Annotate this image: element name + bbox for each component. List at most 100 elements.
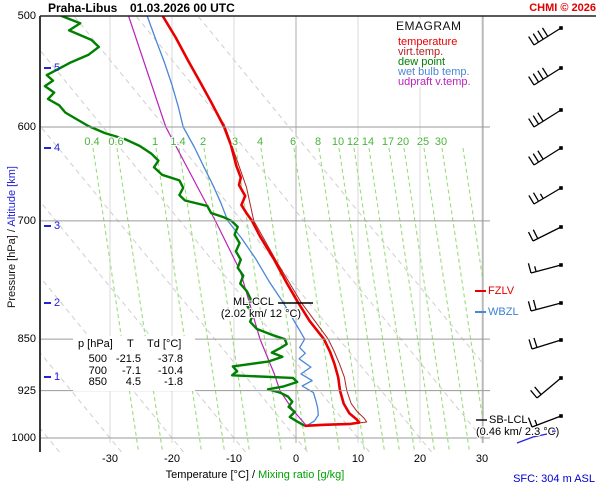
mixing-ratio-line: [92, 147, 140, 452]
sb-lcl-label: SB-LCL: [489, 414, 528, 426]
table-header-dewpoint: Td [°C]: [147, 338, 182, 350]
mixing-ratio-label-25: 25: [416, 136, 430, 148]
curve-virt-temp-: [162, 16, 368, 427]
altitude-tick-1: 1: [44, 371, 60, 383]
pressure-tick-925: 925: [17, 385, 36, 397]
legend-items: temperature virt.temp. dew point wet bulb t…: [378, 36, 471, 88]
altitude-tick-dash: [44, 376, 51, 378]
mixing-ratio-line: [353, 147, 401, 452]
row-pressure: 500: [88, 353, 107, 365]
plot-grid-and-curves: [40, 16, 483, 452]
mixing-ratio-label-30: 30: [434, 136, 448, 148]
mixing-ratio-line: [203, 147, 251, 452]
pressure-tick-600: 600: [17, 121, 36, 133]
mixing-ratio-label-12: 12: [346, 136, 360, 148]
dry-adiabat: [73, 16, 432, 452]
legend-item-virt-temp-: virt.temp.: [398, 46, 444, 58]
wind-barb: [527, 299, 563, 312]
altitude-tick-dash: [44, 225, 51, 227]
row-pressure: 700: [88, 364, 107, 377]
wind-barb: [527, 263, 563, 274]
altitude-tick-dash: [44, 302, 51, 304]
sounding-table: p [hPa] T Td [°C] 500 -21.5 -37.8 700 -7.1 -1…: [73, 336, 195, 391]
x-axis-title: Temperature [°C] / Mixing ratio [g/kg]: [165, 469, 345, 481]
curve-wet-bulb-temp-: [146, 16, 319, 426]
freezing-level-label: FZLV: [488, 285, 515, 297]
table-row: 850 4.5 -1.8: [77, 376, 191, 389]
altitude-tick-value: 3: [54, 220, 61, 232]
legend-item-temperature: temperature: [398, 36, 458, 48]
altitude-tick-value: 1: [54, 371, 61, 383]
dry-adiabat: [40, 351, 122, 452]
wind-barb: [528, 66, 563, 86]
mixing-ratio-label-17: 17: [381, 136, 395, 148]
mixing-ratio-label-6: 6: [289, 136, 297, 148]
wind-barb: [528, 26, 563, 46]
temp-tick-20: 20: [413, 453, 427, 465]
ml-ccl-value: (2.02 km/ 12 °C): [220, 308, 302, 320]
mixing-ratio-line: [462, 147, 483, 286]
ml-ccl-label: ML-CCL: [233, 296, 274, 308]
mixing-ratio-label-2: 2: [199, 136, 207, 148]
temp-tick-10: 10: [351, 453, 365, 465]
lcl-parcel-path: [516, 433, 548, 444]
x-axis-title-mixing: Mixing ratio [g/kg]: [258, 469, 345, 481]
altitude-tick-dash: [44, 67, 51, 69]
curve-dew-point: [43, 16, 305, 427]
mixing-ratio-line: [155, 147, 203, 452]
row-dewpoint: -1.8: [164, 376, 183, 388]
mixing-ratio-label-20: 20: [396, 136, 410, 148]
altitude-tick-5: 5: [44, 62, 60, 74]
temp-tick--20: -20: [164, 453, 180, 465]
table-header-temp: T: [127, 338, 134, 350]
mixing-ratio-line: [318, 147, 366, 452]
mixing-ratio-label-4: 4: [256, 136, 264, 148]
wet-bulb-zero-label: WBZL: [488, 306, 519, 318]
sounding-datetime: 01.03.2026 00 UTC: [130, 1, 235, 15]
wind-barb: [530, 376, 563, 399]
wind-barb: [528, 186, 563, 205]
lcl-point: [552, 430, 556, 434]
x-axis-title-temp: Temperature [°C]: [165, 469, 249, 481]
temp-tick-0: 0: [292, 453, 300, 465]
pressure-tick-850: 850: [17, 333, 36, 345]
mixing-ratio-line: [260, 147, 308, 452]
sounding-table-header: p [hPa] T Td [°C]: [77, 338, 191, 351]
dry-adiabat: [197, 16, 483, 365]
altitude-tick-value: 4: [54, 142, 61, 154]
mixing-ratio-label-1: 1: [151, 136, 159, 148]
mixing-ratio-label-1.4: 1.4: [170, 136, 186, 148]
mixing-ratio-line: [368, 147, 416, 452]
table-row: 500 -21.5 -37.8: [77, 353, 191, 366]
mixing-ratio-label-3: 3: [231, 136, 239, 148]
row-dewpoint: -10.4: [157, 364, 183, 377]
y-axis-title: Pressure [hPa] / Altitude [km]: [6, 166, 18, 308]
row-temp: -7.1: [122, 364, 141, 377]
mixing-ratio-label-0.6: 0.6: [108, 136, 124, 148]
wind-barb: [527, 225, 563, 242]
row-pressure: 850: [88, 376, 107, 388]
sb-lcl-value: (0.46 km/ 2.3 °C): [476, 426, 560, 438]
dry-adiabat: [40, 125, 308, 452]
legend: EMAGRAM temperature virt.temp. dew point we…: [378, 19, 471, 88]
row-temp: -21.5: [115, 353, 141, 365]
pressure-tick-1000: 1000: [11, 432, 36, 444]
temp-tick-30: 30: [475, 453, 489, 465]
altitude-tick-value: 2: [54, 297, 61, 309]
station-name: Praha-Libus: [48, 1, 118, 15]
mixing-ratio-line: [441, 147, 483, 426]
pressure-tick-700: 700: [17, 215, 36, 227]
mixing-ratio-label-8: 8: [314, 136, 322, 148]
wind-barb: [528, 337, 563, 350]
wind-barb: [528, 146, 563, 166]
legend-item-udpraft-v-temp-: udpraft v.temp.: [398, 76, 471, 88]
mixing-ratio-line: [423, 147, 471, 452]
pressure-tick-500: 500: [17, 10, 36, 22]
legend-item-wet-bulb-temp-: wet bulb temp.: [398, 66, 470, 78]
dry-adiabat: [135, 16, 483, 441]
wind-barb: [528, 108, 563, 128]
surface-elevation-label: SFC: 304 m ASL: [513, 473, 595, 485]
legend-title: EMAGRAM: [396, 19, 462, 33]
